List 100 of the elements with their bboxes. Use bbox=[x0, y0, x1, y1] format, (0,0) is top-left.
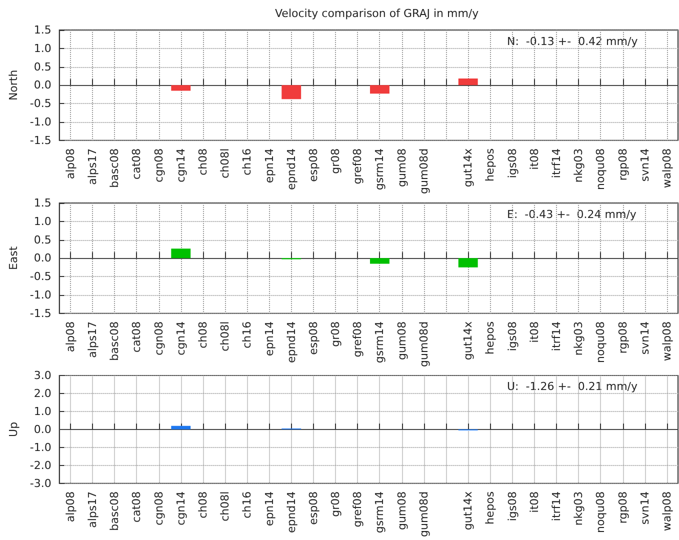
x-tick-label: gum08 bbox=[395, 148, 408, 188]
x-tick-label: gr08 bbox=[329, 321, 342, 347]
y-tick-label: 2.0 bbox=[34, 386, 52, 400]
x-tick-label: ch08 bbox=[196, 491, 210, 518]
x-tick-label: gref08 bbox=[351, 148, 364, 184]
x-tick-label: gut14x bbox=[462, 320, 475, 360]
x-tick-label: ch16 bbox=[240, 148, 254, 176]
x-tick-label: noqu08 bbox=[594, 321, 608, 364]
x-tick-label: svn14 bbox=[638, 321, 652, 355]
y-tick-label: 1.0 bbox=[34, 404, 52, 418]
y-tick-label: 3.0 bbox=[34, 369, 52, 382]
y-tick-label: -2.0 bbox=[30, 458, 52, 472]
y-tick-label: 0.0 bbox=[34, 78, 52, 92]
x-tick-label: gum08d bbox=[417, 321, 430, 368]
x-tick-label: cgn08 bbox=[152, 148, 166, 182]
x-tick-label: walp08 bbox=[660, 491, 674, 532]
x-tick-label: walp08 bbox=[660, 321, 674, 362]
x-tick-label: cgn14 bbox=[174, 491, 188, 526]
x-tick-label: cat08 bbox=[130, 148, 144, 180]
x-tick-label: nkg03 bbox=[572, 321, 586, 356]
x-tick-label: it08 bbox=[528, 491, 541, 513]
x-tick-label: hepos bbox=[484, 491, 497, 525]
y-tick-label: -3.0 bbox=[30, 476, 52, 490]
x-tick-label: ch16 bbox=[240, 491, 254, 518]
y-tick-label: 1.0 bbox=[34, 42, 52, 55]
y-tick-label: -1.5 bbox=[30, 306, 52, 320]
x-tick-label: rgp08 bbox=[616, 148, 630, 181]
y-tick-label: -1.0 bbox=[30, 288, 52, 302]
x-tick-label: gr08 bbox=[329, 491, 342, 517]
x-tick-label: epn14 bbox=[262, 491, 276, 526]
x-tick-label: alp08 bbox=[64, 321, 77, 352]
y-tick-label: 1.5 bbox=[34, 24, 52, 36]
x-tick-label: itrf14 bbox=[550, 148, 563, 178]
x-tick-label: ch16 bbox=[240, 321, 254, 348]
x-tick-label: itrf14 bbox=[550, 491, 563, 522]
x-tick-label: gut14x bbox=[462, 490, 475, 530]
x-tick-label: igs08 bbox=[506, 321, 519, 352]
x-tick-label: cgn08 bbox=[152, 321, 166, 356]
x-tick-label: basc08 bbox=[108, 321, 122, 361]
x-tick-label: ch08l bbox=[218, 148, 232, 178]
y-tick-label: -1.0 bbox=[30, 115, 52, 128]
x-tick-label: ch08 bbox=[196, 148, 210, 176]
x-tick-label: cgn14 bbox=[174, 321, 188, 356]
x-tick-label: epnd14 bbox=[284, 321, 298, 364]
y-tick-label: 1.0 bbox=[34, 214, 52, 228]
x-tick-label: svn14 bbox=[638, 148, 652, 182]
x-tick-label: esp08 bbox=[306, 491, 320, 525]
x-tick-label: gum08d bbox=[417, 148, 430, 194]
y-axis-title: East bbox=[7, 246, 20, 270]
y-axis-title: North bbox=[7, 70, 20, 101]
x-tick-label: hepos bbox=[484, 321, 497, 355]
x-tick-label: basc08 bbox=[108, 491, 122, 531]
x-tick-label: gref08 bbox=[351, 321, 364, 358]
x-tick-label: cgn14 bbox=[174, 148, 188, 182]
y-tick-label: -0.5 bbox=[30, 270, 52, 284]
y-tick-label: 0.5 bbox=[34, 233, 52, 246]
x-tick-label: it08 bbox=[528, 148, 541, 170]
x-tick-label: nkg03 bbox=[572, 491, 586, 526]
y-tick-label: 0.0 bbox=[34, 422, 52, 436]
y-axis-title: Up bbox=[7, 422, 20, 437]
x-tick-label: ch08l bbox=[218, 321, 232, 352]
x-tick-label: nkg03 bbox=[572, 148, 586, 183]
x-tick-label: ch08 bbox=[196, 321, 210, 348]
annotation: U: -1.26 +- 0.21 mm/y bbox=[507, 380, 638, 393]
x-tick-label: gref08 bbox=[351, 491, 364, 528]
x-tick-label: cgn08 bbox=[152, 491, 166, 526]
x-tick-label: cat08 bbox=[130, 321, 144, 352]
x-tick-label: igs08 bbox=[506, 148, 519, 178]
x-tick-label: rgp08 bbox=[616, 321, 630, 354]
x-tick-label: walp08 bbox=[660, 148, 674, 188]
x-tick-label: esp08 bbox=[306, 148, 320, 182]
x-tick-label: gut14x bbox=[462, 148, 475, 188]
x-tick-label: epnd14 bbox=[284, 491, 298, 534]
x-tick-label: igs08 bbox=[506, 491, 519, 522]
x-tick-label: epn14 bbox=[262, 321, 276, 356]
x-tick-label: alps17 bbox=[86, 491, 100, 528]
x-tick-label: itrf14 bbox=[550, 321, 563, 352]
x-tick-label: esp08 bbox=[306, 321, 320, 355]
y-tick-label: 0.0 bbox=[34, 252, 52, 265]
x-tick-label: alp08 bbox=[64, 148, 77, 180]
x-tick-label: gr08 bbox=[329, 148, 342, 174]
y-tick-label: 1.5 bbox=[34, 196, 52, 210]
x-tick-label: cat08 bbox=[130, 491, 144, 522]
x-tick-label: it08 bbox=[528, 321, 541, 343]
x-tick-label: epnd14 bbox=[284, 148, 298, 190]
x-tick-label: gum08d bbox=[417, 491, 430, 538]
x-tick-label: alps17 bbox=[86, 321, 100, 358]
x-tick-label: gum08 bbox=[395, 491, 408, 530]
x-tick-label: basc08 bbox=[108, 148, 122, 188]
x-tick-label: gsrm14 bbox=[373, 148, 386, 190]
x-tick-label: gsrm14 bbox=[373, 321, 386, 364]
x-tick-label: noqu08 bbox=[594, 491, 608, 534]
x-tick-label: alps17 bbox=[86, 148, 100, 185]
x-tick-label: ch08l bbox=[218, 491, 232, 522]
x-tick-label: hepos bbox=[484, 148, 497, 182]
y-tick-label: -0.5 bbox=[30, 97, 52, 110]
x-tick-label: epn14 bbox=[262, 148, 276, 184]
y-tick-label: -1.5 bbox=[30, 134, 52, 147]
x-tick-label: gum08 bbox=[395, 321, 408, 360]
x-tick-label: svn14 bbox=[638, 491, 652, 525]
